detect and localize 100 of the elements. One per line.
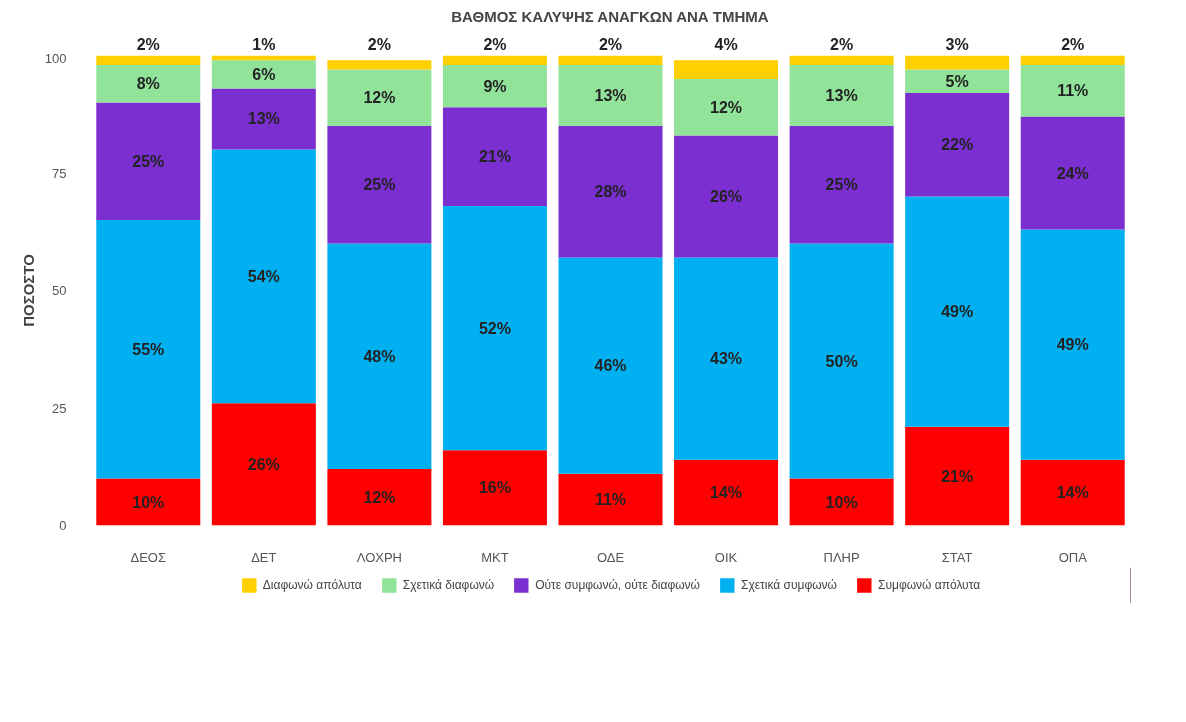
bar <box>442 107 547 206</box>
x-tick-label: ΠΛΗΡ <box>823 549 860 565</box>
data-label: 16% <box>478 479 511 497</box>
data-label: 4% <box>714 35 738 53</box>
bar <box>96 55 201 65</box>
bar <box>442 205 547 451</box>
data-label: 54% <box>247 267 280 285</box>
bar <box>1020 229 1125 460</box>
bar <box>674 79 779 136</box>
bar <box>674 459 779 526</box>
data-label: 2% <box>598 35 623 53</box>
x-tick-label: ΔΕΟΣ <box>130 549 167 565</box>
data-label: 28% <box>594 183 627 201</box>
bar <box>905 196 1010 427</box>
bar <box>211 149 316 404</box>
bar <box>96 64 201 103</box>
data-label: 13% <box>594 86 627 104</box>
bar <box>558 473 663 526</box>
bar <box>789 478 894 526</box>
bar <box>558 64 663 126</box>
bar <box>211 403 316 526</box>
bar <box>789 55 894 65</box>
data-label: 26% <box>247 455 280 473</box>
y-tick-label: 100 <box>44 50 67 66</box>
y-axis-title: ΠΟΣΟΣΤΟ <box>19 253 37 327</box>
y-tick-label: 75 <box>52 165 67 181</box>
bar <box>905 69 1010 94</box>
data-label: 12% <box>710 98 743 116</box>
x-tick-label: ΟΔΕ <box>596 549 625 565</box>
data-label: 24% <box>1056 164 1089 182</box>
bar <box>442 450 547 526</box>
data-label: 8% <box>136 75 160 93</box>
bar <box>442 55 547 65</box>
legend-label: Σχετικά διαφωνώ <box>402 578 495 592</box>
bar <box>327 469 432 526</box>
bar <box>327 243 432 470</box>
y-tick-label: 25 <box>52 400 67 416</box>
data-label: 55% <box>132 340 165 358</box>
data-label: 21% <box>478 148 511 166</box>
bar <box>211 88 316 150</box>
bar <box>558 126 663 258</box>
bar <box>96 478 201 526</box>
bar <box>96 220 201 479</box>
bar <box>905 426 1010 526</box>
chart-title: ΒΑΘΜΟΣ ΚΑΛΥΨΗΣ ΑΝΑΓΚΩΝ ΑΝΑ ΤΜΗΜΑ <box>451 7 769 25</box>
y-tick-label: 0 <box>59 518 67 533</box>
data-label: 3% <box>945 35 969 53</box>
bar <box>1020 459 1125 526</box>
data-label: 2% <box>830 35 854 53</box>
bar <box>1020 64 1125 117</box>
data-label: 50% <box>825 352 858 370</box>
bar <box>674 135 779 258</box>
bar <box>558 55 663 65</box>
data-label: 10% <box>132 493 165 511</box>
data-label: 10% <box>825 493 858 511</box>
x-tick-label: ΟΙΚ <box>714 549 738 565</box>
data-label: 43% <box>710 350 743 368</box>
data-label: 25% <box>132 152 165 170</box>
data-label: 6% <box>252 65 276 83</box>
bar <box>558 257 663 474</box>
data-label: 2% <box>483 35 507 53</box>
data-label: 1% <box>252 35 276 53</box>
data-label: 26% <box>710 188 743 205</box>
data-label: 12% <box>363 89 396 107</box>
bar <box>905 55 1010 70</box>
x-tick-label: ΟΠΑ <box>1058 549 1088 565</box>
bar <box>96 102 201 220</box>
data-label: 46% <box>594 357 627 375</box>
legend-label: Συμφωνώ απόλυτα <box>877 578 981 592</box>
x-tick-label: ΣΤΑΤ <box>941 549 973 565</box>
data-label: 11% <box>1057 82 1089 100</box>
bar <box>674 257 779 460</box>
x-tick-label: ΛΟΧΡΗ <box>356 549 403 565</box>
data-label: 48% <box>363 347 396 365</box>
bar <box>327 69 432 126</box>
data-label: 2% <box>136 35 160 53</box>
data-label: 9% <box>483 77 507 95</box>
legend-label: Σχετικά συμφωνώ <box>740 578 837 592</box>
x-tick-label: ΔΕΤ <box>251 549 277 565</box>
data-label: 49% <box>1056 336 1089 354</box>
data-label: 14% <box>710 484 743 502</box>
data-label: 5% <box>945 72 969 90</box>
bar <box>789 126 894 244</box>
data-label: 2% <box>1061 35 1085 53</box>
bar <box>789 64 894 126</box>
bar <box>1020 116 1125 230</box>
data-label: 25% <box>825 176 858 194</box>
x-tick-label: ΜΚΤ <box>481 549 509 565</box>
data-label: 21% <box>941 467 974 485</box>
data-label: 11% <box>594 491 627 509</box>
legend-label: Διαφωνώ απόλυτα <box>262 578 362 592</box>
bar <box>211 60 316 89</box>
bar <box>1020 55 1125 65</box>
bar <box>327 60 432 70</box>
data-label: 22% <box>941 136 974 154</box>
bar <box>789 243 894 479</box>
data-label: 12% <box>363 488 396 506</box>
bar <box>674 60 779 79</box>
data-label: 49% <box>941 303 974 321</box>
data-label: 25% <box>363 176 396 194</box>
